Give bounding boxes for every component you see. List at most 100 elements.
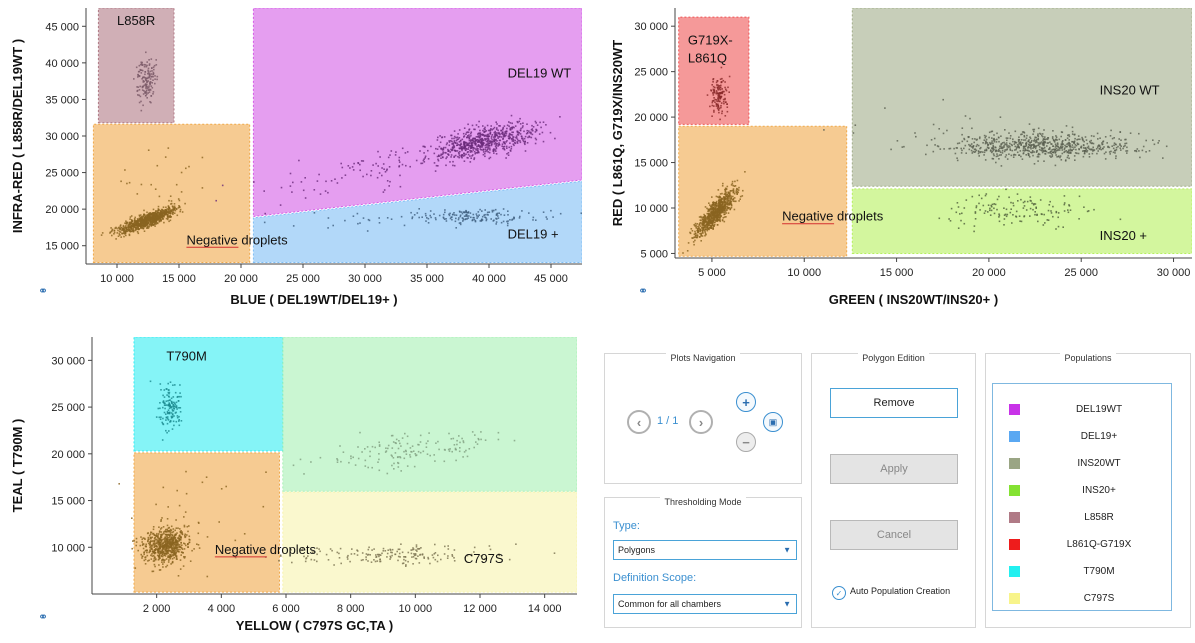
droplet-point (535, 138, 538, 141)
droplet-point (489, 548, 492, 551)
droplet-point (163, 404, 166, 406)
droplet-point (400, 445, 402, 447)
region-l861q-g719x[interactable] (678, 16, 750, 125)
droplet-point (1054, 143, 1057, 145)
droplet-point (516, 141, 518, 143)
droplet-point (517, 132, 520, 134)
droplet-point (521, 137, 524, 140)
droplet-point (1050, 210, 1052, 212)
droplet-point (503, 125, 506, 127)
droplet-point (157, 216, 160, 219)
droplet-point (694, 236, 696, 239)
droplet-point (693, 236, 695, 239)
region-l858r[interactable] (97, 8, 175, 124)
droplet-point (179, 210, 181, 213)
droplet-point (509, 122, 512, 124)
droplet-point (173, 208, 176, 211)
region-negative[interactable] (133, 452, 280, 593)
droplet-point (125, 234, 127, 237)
droplet-point (990, 204, 992, 207)
droplet-point (137, 219, 140, 222)
droplet-point (153, 216, 156, 219)
droplet-point (378, 222, 381, 224)
droplet-point (461, 149, 463, 152)
droplet-point (381, 174, 383, 177)
droplet-point (138, 224, 140, 226)
droplet-point (710, 208, 712, 210)
y-tick-label: 40 000 (45, 58, 79, 70)
droplet-point (507, 214, 509, 216)
droplet-point (100, 234, 103, 236)
region-del19wt[interactable] (252, 8, 582, 218)
droplet-point (125, 229, 127, 232)
droplet-point (700, 227, 703, 229)
droplet-point (170, 532, 172, 534)
droplet-point (708, 219, 711, 222)
droplet-point (461, 148, 463, 150)
droplet-point (173, 548, 176, 550)
droplet-point (1036, 138, 1038, 141)
region-negative[interactable] (678, 125, 848, 257)
droplet-point (985, 149, 987, 152)
droplet-point (719, 213, 721, 215)
droplet-point (172, 396, 175, 398)
droplet-point (719, 203, 721, 205)
droplet-point (160, 519, 162, 521)
scatter-plot-t790m[interactable]: T790M Negative droplets C797S 2 000 4 000 6 0… (0, 325, 595, 643)
scatter-plot-ins20[interactable]: G719X-L861Q Negative droplets INS20 WT INS2… (600, 0, 1195, 320)
droplet-point (1015, 210, 1018, 213)
region-c797s[interactable] (282, 491, 577, 593)
droplet-point (437, 136, 439, 139)
droplet-point (466, 142, 468, 144)
region-t790m[interactable] (133, 337, 284, 452)
droplet-point (177, 548, 179, 551)
region-empty[interactable] (282, 337, 577, 492)
droplet-point (1041, 150, 1043, 152)
droplet-point (1035, 145, 1038, 147)
link-icon[interactable]: ⚭ (38, 284, 49, 298)
droplet-point (468, 144, 470, 147)
droplet-point (1035, 206, 1037, 209)
droplet-point (1102, 141, 1104, 143)
droplet-point (732, 200, 735, 202)
droplet-point (381, 167, 383, 169)
droplet-point (729, 201, 731, 204)
droplet-point (733, 208, 736, 211)
scatter-plot-del19[interactable]: L858R Negative droplets DEL19 WT DEL19 +10 … (0, 0, 595, 320)
region-ins20wt[interactable] (851, 8, 1192, 187)
droplet-point (724, 203, 726, 206)
droplet-point (465, 153, 467, 155)
droplet-point (487, 214, 489, 216)
droplet-point (390, 454, 393, 456)
droplet-point (993, 203, 995, 205)
droplet-point (386, 168, 388, 171)
droplet-point (162, 563, 164, 565)
droplet-point (444, 209, 446, 211)
droplet-point (997, 150, 999, 152)
droplet-point (166, 404, 168, 406)
droplet-point (301, 549, 303, 551)
droplet-point (511, 126, 513, 129)
droplet-point (166, 549, 168, 552)
droplet-point (995, 146, 997, 149)
droplet-point (1047, 137, 1050, 139)
droplet-point (726, 193, 729, 196)
region-label: INS20 WT (1100, 82, 1160, 97)
droplet-point (479, 146, 481, 148)
y-tick-label: 5 000 (640, 248, 668, 260)
droplet-point (141, 85, 144, 88)
region-del19+[interactable] (252, 180, 582, 263)
link-icon[interactable]: ⚭ (638, 284, 649, 298)
droplet-point (728, 75, 731, 78)
droplet-point (171, 548, 173, 551)
droplet-point (1029, 136, 1031, 138)
droplet-point (1086, 149, 1089, 152)
droplet-point (733, 197, 736, 199)
droplet-point (157, 211, 159, 214)
droplet-point (484, 144, 486, 147)
droplet-point (376, 176, 379, 179)
droplet-point (723, 196, 726, 199)
